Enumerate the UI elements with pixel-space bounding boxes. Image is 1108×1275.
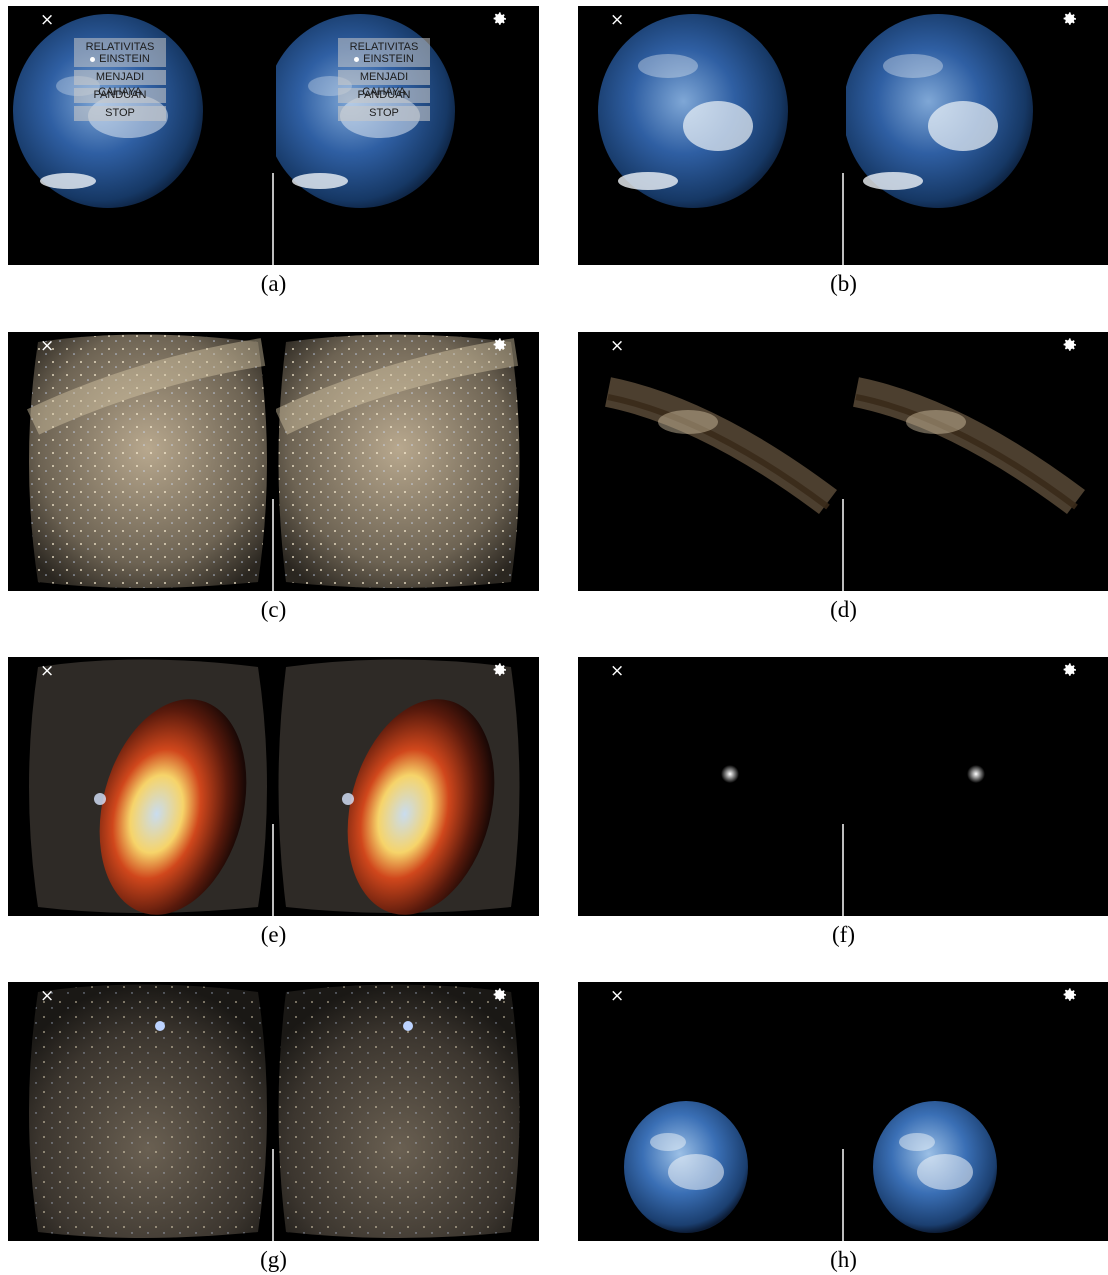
eye-divider bbox=[842, 173, 844, 265]
stop-button[interactable]: STOP bbox=[74, 106, 166, 121]
vr-panel-g: × bbox=[8, 982, 539, 1241]
close-icon[interactable]: × bbox=[40, 336, 55, 356]
galaxy-scene bbox=[604, 377, 837, 515]
left-eye-view bbox=[8, 982, 270, 1241]
gear-icon[interactable] bbox=[1062, 11, 1078, 27]
star-field-scene bbox=[278, 984, 520, 1238]
eye-divider bbox=[842, 1149, 844, 1241]
distant-point-scene bbox=[721, 765, 739, 783]
caption-c: (c) bbox=[260, 597, 287, 622]
eye-divider bbox=[842, 499, 844, 591]
gear-icon[interactable] bbox=[492, 987, 508, 1003]
earth-scene bbox=[598, 14, 788, 208]
galaxy-scene bbox=[852, 377, 1085, 515]
menu-title: RELATIVITAS EINSTEIN bbox=[338, 38, 430, 67]
vr-panel-f: × bbox=[578, 657, 1108, 916]
accretion-disk-scene bbox=[29, 659, 267, 915]
gear-icon[interactable] bbox=[492, 337, 508, 353]
star-field-scene bbox=[29, 984, 267, 1238]
caption-b: (b) bbox=[830, 271, 857, 296]
caption-e: (e) bbox=[260, 922, 287, 947]
close-icon[interactable]: × bbox=[610, 661, 625, 681]
caption-f: (f) bbox=[832, 922, 855, 947]
caption-a: (a) bbox=[260, 271, 287, 296]
eye-divider bbox=[842, 824, 844, 916]
right-eye-view bbox=[846, 332, 1108, 591]
earth-scene bbox=[873, 1101, 997, 1233]
earth-scene bbox=[846, 14, 1033, 208]
right-eye-view bbox=[846, 982, 1108, 1241]
gear-icon[interactable] bbox=[1062, 987, 1078, 1003]
caption-g: (g) bbox=[260, 1247, 287, 1272]
panduan-button[interactable]: PANDUAN bbox=[74, 88, 166, 103]
left-eye-view bbox=[578, 657, 840, 916]
menjadi-cahaya-button[interactable]: MENJADI CAHAYA bbox=[338, 70, 430, 98]
left-eye-view bbox=[578, 6, 840, 265]
close-icon[interactable]: × bbox=[610, 986, 625, 1006]
right-eye-view bbox=[846, 6, 1108, 265]
accretion-disk-scene bbox=[278, 659, 520, 915]
vr-panel-c: × bbox=[8, 332, 539, 591]
eye-divider bbox=[272, 1149, 274, 1241]
star-field-scene bbox=[276, 334, 520, 588]
vr-panel-h: × bbox=[578, 982, 1108, 1241]
gear-icon[interactable] bbox=[492, 662, 508, 678]
vr-menu-right: RELATIVITAS EINSTEIN MENJADI CAHAYA PAND… bbox=[338, 38, 430, 121]
vr-panel-e: × bbox=[8, 657, 539, 916]
distant-point-scene bbox=[967, 765, 985, 783]
vr-panel-d: × bbox=[578, 332, 1108, 591]
gear-icon[interactable] bbox=[1062, 662, 1078, 678]
gaze-cursor-icon bbox=[354, 56, 360, 62]
caption-h: (h) bbox=[830, 1247, 857, 1272]
right-eye-view bbox=[276, 982, 538, 1241]
eye-divider bbox=[272, 499, 274, 591]
left-eye-view bbox=[8, 332, 270, 591]
right-eye-view bbox=[276, 657, 538, 916]
earth-scene bbox=[624, 1101, 748, 1233]
star-field-scene bbox=[26, 334, 267, 588]
close-icon[interactable]: × bbox=[40, 661, 55, 681]
gaze-cursor-icon bbox=[90, 56, 96, 62]
gear-icon[interactable] bbox=[492, 11, 508, 27]
left-eye-view bbox=[578, 332, 840, 591]
close-icon[interactable]: × bbox=[610, 10, 625, 30]
stop-button[interactable]: STOP bbox=[338, 106, 430, 121]
eye-divider bbox=[272, 173, 274, 265]
right-eye-view bbox=[846, 657, 1108, 916]
right-eye-view bbox=[276, 332, 538, 591]
gear-icon[interactable] bbox=[1062, 337, 1078, 353]
eye-divider bbox=[272, 824, 274, 916]
close-icon[interactable]: × bbox=[610, 336, 625, 356]
vr-panel-a: RELATIVITAS EINSTEIN MENJADI CAHAYA PAND… bbox=[8, 6, 539, 265]
menjadi-cahaya-button[interactable]: MENJADI CAHAYA bbox=[74, 70, 166, 98]
left-eye-view bbox=[8, 657, 270, 916]
menu-title: RELATIVITAS EINSTEIN bbox=[74, 38, 166, 67]
vr-panel-b: × bbox=[578, 6, 1108, 265]
vr-menu-left: RELATIVITAS EINSTEIN MENJADI CAHAYA PAND… bbox=[74, 38, 166, 121]
left-eye-view bbox=[578, 982, 840, 1241]
close-icon[interactable]: × bbox=[40, 10, 55, 30]
caption-d: (d) bbox=[830, 597, 857, 622]
close-icon[interactable]: × bbox=[40, 986, 55, 1006]
panduan-button[interactable]: PANDUAN bbox=[338, 88, 430, 103]
